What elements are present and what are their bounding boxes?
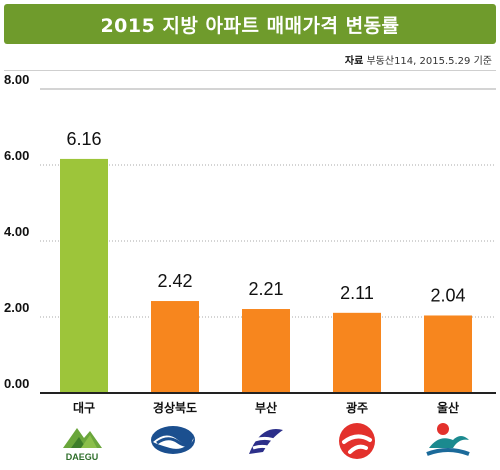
data-label: 6.16 (66, 129, 101, 149)
bar (333, 312, 381, 393)
data-label: 2.42 (157, 271, 192, 291)
daegu-logo-text: DAEGU (66, 452, 99, 462)
y-tick-label: 2.00 (4, 300, 29, 315)
x-tick-label: 울산 (437, 400, 459, 415)
source-note: 자료 부동산114, 2015.5.29 기준 (345, 52, 492, 67)
busan-emblem-icon (249, 429, 283, 454)
daegu-emblem-icon: DAEGU (63, 428, 102, 462)
title-bar: 2015 지방 아파트 매매가격 변동률 (4, 4, 496, 44)
ulsan-emblem-icon (426, 423, 470, 456)
data-label: 2.21 (248, 279, 283, 299)
x-tick-label: 대구 (73, 401, 95, 415)
gyeongbuk-emblem-icon (151, 426, 195, 454)
divider (4, 70, 496, 71)
bar (242, 309, 290, 393)
bar (60, 158, 108, 393)
chart-title: 2015 지방 아파트 매매가격 변동률 (100, 14, 400, 37)
bar (424, 315, 472, 393)
data-label: 2.04 (430, 285, 465, 305)
x-tick-label: 경상북도 (153, 400, 197, 415)
bar (151, 301, 199, 393)
y-tick-label: 6.00 (4, 148, 29, 163)
data-label: 2.11 (340, 283, 374, 303)
y-tick-label: 0.00 (4, 376, 29, 391)
source-text: 부동산114, 2015.5.29 기준 (366, 56, 492, 67)
x-tick-label: 부산 (255, 400, 277, 415)
y-tick-label: 8.00 (4, 72, 29, 87)
source-label: 자료 (344, 56, 364, 67)
gwangju-emblem-icon (339, 423, 375, 459)
y-tick-label: 4.00 (4, 224, 29, 239)
x-tick-label: 광주 (346, 400, 368, 415)
